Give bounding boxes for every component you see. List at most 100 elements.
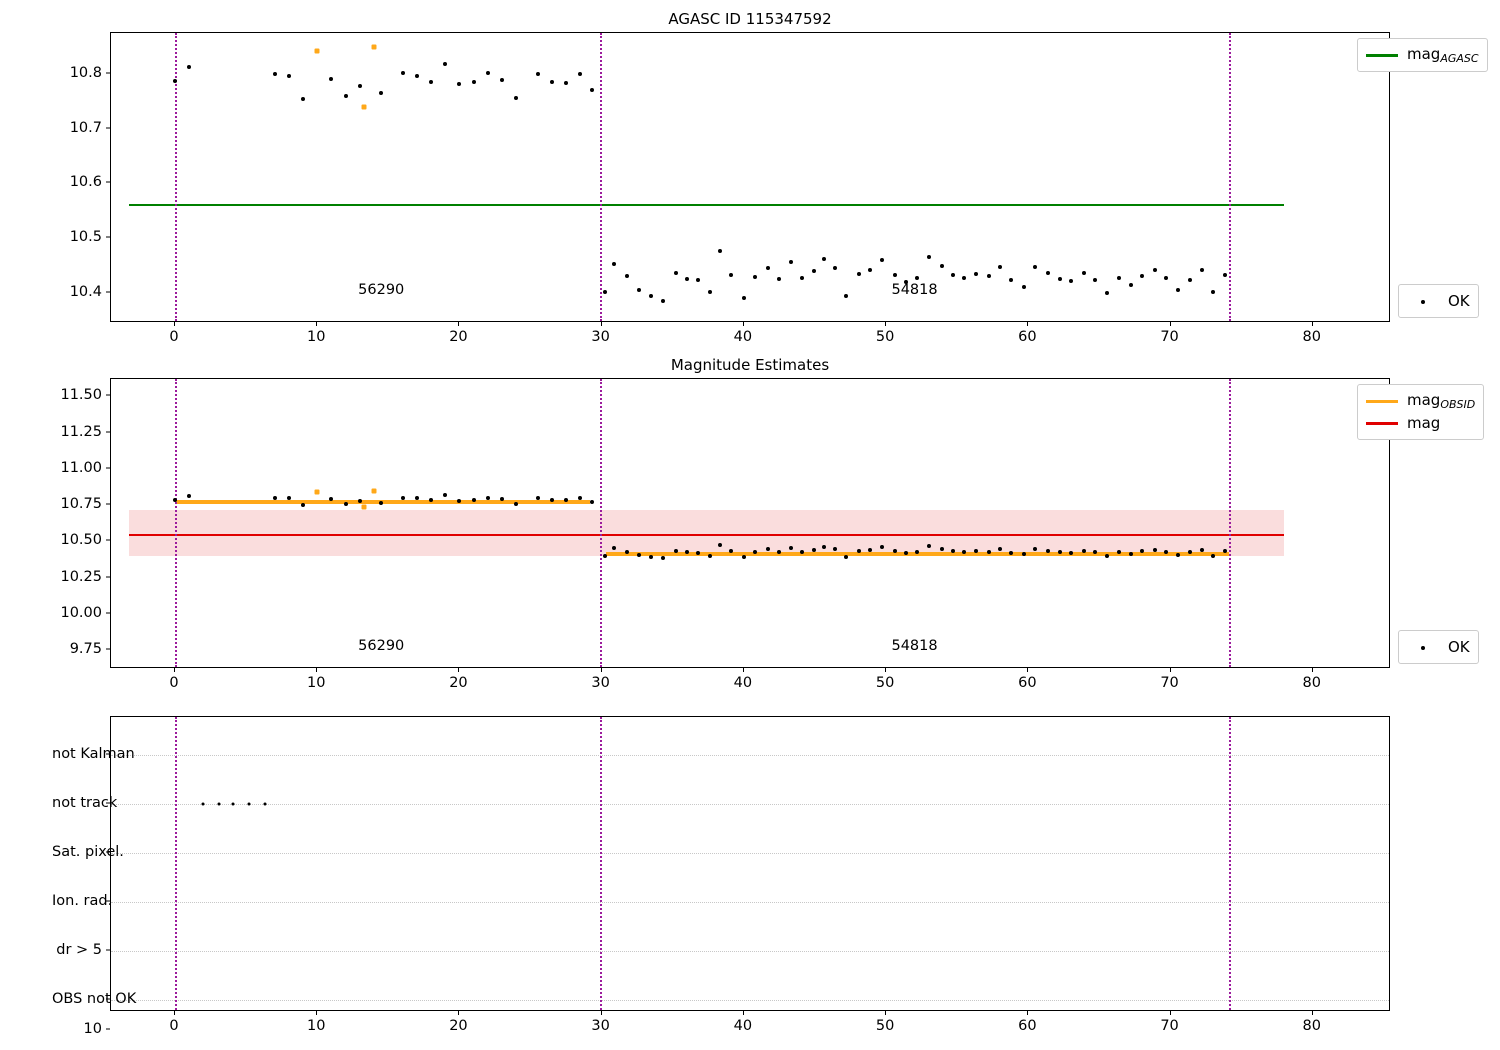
data-point-ok xyxy=(578,72,583,77)
data-point-ok xyxy=(879,258,884,263)
legend-label: mag xyxy=(1407,414,1441,432)
data-point-ok xyxy=(753,275,758,280)
legend-dot-swatch xyxy=(1407,292,1439,310)
dr-tick-mark xyxy=(106,1028,110,1030)
data-point-ok xyxy=(301,502,305,507)
data-point-ok xyxy=(660,299,665,304)
data-point-ok xyxy=(612,262,617,267)
data-point-ok xyxy=(904,279,909,284)
data-point-ok xyxy=(729,549,734,554)
panel3-xtick-label: 40 xyxy=(733,1018,753,1034)
panel3-xtick-label: 20 xyxy=(449,1018,468,1034)
data-point-ok xyxy=(821,544,826,549)
data-point-ok xyxy=(1188,550,1193,555)
flag-marker-not-track xyxy=(263,802,267,806)
panel1-ytick-mark xyxy=(106,236,110,238)
panel2-ytick-mark xyxy=(106,467,110,469)
panel2-ytick-mark xyxy=(106,503,110,505)
data-point-ok xyxy=(173,497,177,502)
data-point-ok xyxy=(892,273,897,278)
data-point-ok xyxy=(777,550,782,555)
data-point-ok xyxy=(821,256,826,261)
data-point-ok xyxy=(950,549,955,554)
data-point-ok xyxy=(549,498,554,503)
data-point-ok xyxy=(625,274,630,279)
data-point-ok xyxy=(1128,551,1133,556)
data-point-ok xyxy=(500,77,505,82)
panel3-clip xyxy=(111,717,1389,1010)
panel3-xtick-label: 60 xyxy=(1018,1018,1037,1034)
data-point-ok xyxy=(286,73,291,78)
legend-row: magOBSID xyxy=(1366,390,1475,412)
panel1-xtick-mark xyxy=(1027,322,1029,326)
data-point-ok xyxy=(868,547,873,552)
data-point-ok xyxy=(357,84,362,89)
data-point-ok xyxy=(1222,549,1227,554)
legend-row: mag xyxy=(1366,412,1475,434)
data-point-ok xyxy=(673,270,678,275)
panel3-xtick-mark xyxy=(1027,1011,1029,1015)
panel2-xtick-mark xyxy=(174,668,175,672)
panel1-xtick-mark xyxy=(885,322,887,326)
flag-row-tick xyxy=(106,949,110,951)
data-point-ok xyxy=(777,277,782,282)
data-point-ok xyxy=(685,550,689,555)
data-point-ok xyxy=(892,549,897,554)
data-point-ok xyxy=(1140,273,1145,278)
data-point-ok xyxy=(357,499,362,504)
legend-label: magAGASC xyxy=(1407,45,1479,65)
data-point-outlier xyxy=(371,488,377,494)
data-point-ok xyxy=(800,549,805,554)
data-point-outlier xyxy=(314,489,320,495)
data-point-ok xyxy=(1222,272,1227,277)
panel3-xtick-mark xyxy=(885,1011,887,1015)
data-point-ok xyxy=(1081,548,1086,553)
data-point-ok xyxy=(1117,549,1122,554)
data-point-ok xyxy=(1069,279,1073,284)
panel1-ytick-label: 10.8 xyxy=(69,65,102,82)
data-point-ok xyxy=(857,272,862,277)
legend-row: magAGASC xyxy=(1366,44,1479,66)
data-point-ok xyxy=(707,553,712,558)
data-point-ok xyxy=(973,548,978,553)
panel2-xtick-mark xyxy=(885,668,887,672)
data-point-ok xyxy=(868,267,873,272)
panel2-legend-top: magOBSID mag xyxy=(1357,384,1485,440)
data-point-ok xyxy=(788,259,793,264)
panel3-xtick-label: 70 xyxy=(1160,1018,1179,1034)
panel3-xtick-label: 30 xyxy=(591,1018,610,1034)
panel2-xtick-mark xyxy=(600,668,602,672)
data-point-ok xyxy=(973,271,978,276)
data-point-ok xyxy=(800,275,805,280)
panel2-ytick-mark xyxy=(106,648,110,650)
data-point-outlier xyxy=(361,504,367,510)
data-point-ok xyxy=(1057,550,1062,555)
dr-tick-label: 10 xyxy=(83,1021,102,1037)
panel1-ytick-mark xyxy=(106,72,110,74)
flag-marker-not-track xyxy=(201,802,205,806)
panel1-ytick-mark xyxy=(106,181,110,183)
panel3-xtick-mark xyxy=(742,1011,744,1015)
panel2-xtick-mark xyxy=(458,668,460,672)
legend-row: OK xyxy=(1407,290,1470,312)
data-point-ok xyxy=(1175,553,1180,558)
data-point-ok xyxy=(1117,276,1122,281)
legend-dot xyxy=(1421,645,1425,650)
panel1-xtick-label: 20 xyxy=(449,329,468,345)
data-point-ok xyxy=(832,265,837,270)
data-point-ok xyxy=(844,294,849,299)
data-point-ok xyxy=(1081,271,1086,276)
mag-agasc-line xyxy=(129,203,1285,206)
data-point-ok xyxy=(696,550,701,555)
data-point-ok xyxy=(939,263,944,268)
data-point-ok xyxy=(1188,277,1193,282)
obsid-label: 56290 xyxy=(358,637,405,654)
data-point-ok xyxy=(1022,285,1027,290)
flag-row-label-dr-5: dr > 5 xyxy=(56,942,102,958)
panel2-ytick-label: 10.25 xyxy=(60,568,102,585)
flag-row-tick xyxy=(106,998,110,1000)
data-point-ok xyxy=(636,553,641,558)
flag-row-guide xyxy=(111,902,1389,903)
mag-line xyxy=(129,533,1285,536)
panel2-xtick-label: 50 xyxy=(875,675,895,691)
